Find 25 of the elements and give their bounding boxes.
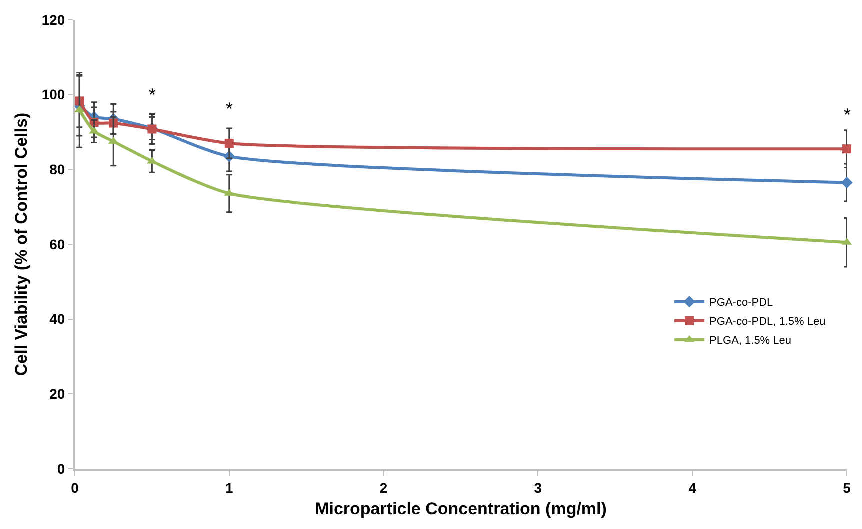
point [842,144,852,154]
point [841,176,853,189]
legend-label: PGA-co-PDL, 1.5% Leu [710,316,826,328]
x-axis-title: Microparticle Concentration (mg/ml) [315,500,607,519]
point [147,156,158,164]
x-tick-label: 0 [71,480,80,496]
x-tick-label: 3 [534,480,542,496]
annotation: * [149,85,156,105]
y-axis-title: Cell Viability (% of Control Cells) [12,112,31,376]
y-tick-label: 20 [50,386,66,402]
y-tick-label: 120 [42,12,66,28]
point [224,138,234,148]
y-tick-label: 40 [50,311,66,328]
annotation: * [226,99,234,119]
annotation: * [844,105,852,125]
y-tick-label: 60 [50,236,66,252]
y-tick-label: 100 [42,86,66,103]
x-tick-label: 4 [688,480,697,496]
y-tick-label: 80 [50,162,66,178]
legend-label: PGA-co-PDL [710,297,774,310]
y-tick-label: 0 [57,460,66,477]
x-tick-label: 2 [380,480,388,496]
x-tick-label: 1 [226,480,234,496]
x-tick-label: 5 [843,480,852,496]
legend-label: PLGA, 1.5% Leu [710,335,792,348]
